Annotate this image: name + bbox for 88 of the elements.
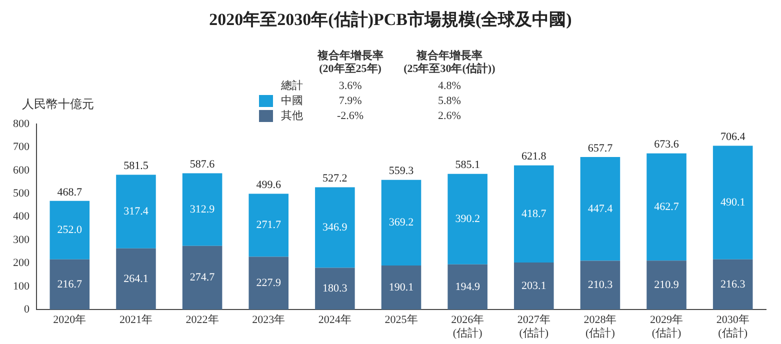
data-label: 180.3 [322, 282, 348, 295]
bar [514, 165, 554, 262]
x-tick-label: 2021年 [119, 314, 152, 326]
text: 總計 [280, 79, 304, 94]
y-axis-title: 人民幣十億元 [22, 96, 94, 113]
data-label: 264.1 [124, 272, 148, 285]
x-tick-label: 2030年 (估計) [716, 314, 750, 340]
y-tick-label: 300 [13, 234, 30, 246]
legend-label: 其他 [280, 109, 304, 124]
text: 複合年增長率 (25年至30年(估計)) [402, 50, 496, 77]
legend-label: 中國 [280, 94, 304, 109]
text: 2.6% [436, 109, 462, 124]
bar [182, 173, 222, 246]
bar [248, 194, 289, 257]
y-tick-label: 700 [13, 141, 30, 154]
chart-title: 2020年至2030年(估計)PCB市場規模(全球及中國) [208, 9, 573, 31]
x-tick-label: 2027年 (估計) [517, 314, 550, 340]
total-label: 706.4 [720, 131, 746, 144]
bar [381, 265, 422, 310]
data-label: 190.1 [388, 281, 414, 294]
data-label: 210.3 [588, 279, 614, 292]
x-tick-label: 2029年 (估計) [650, 314, 684, 340]
data-label: 346.9 [322, 221, 348, 234]
data-label: 490.1 [720, 196, 746, 208]
bar [116, 248, 156, 310]
data-label: 312.9 [190, 203, 216, 216]
bar [315, 187, 355, 268]
y-tick-label: 0 [24, 303, 30, 316]
x-tick-label: 2026年 (估計) [451, 314, 484, 340]
data-label: 317.4 [124, 205, 149, 218]
bar [646, 260, 686, 310]
bar [448, 174, 488, 264]
total-label: 468.7 [57, 186, 83, 198]
text: 4.8% [436, 79, 462, 94]
data-label: 418.7 [522, 208, 547, 220]
data-label: 227.9 [256, 277, 282, 290]
bar [580, 260, 620, 310]
bar [712, 259, 753, 310]
y-tick-label: 200 [13, 257, 30, 270]
bar [182, 246, 222, 310]
data-label: 271.7 [256, 219, 282, 232]
text: 3.6% [338, 79, 363, 94]
x-tick-label: 2028年 (估計) [584, 314, 617, 340]
total-label: 559.3 [388, 165, 414, 178]
bar [248, 256, 289, 310]
total-label: 587.6 [190, 158, 216, 171]
bar [50, 259, 90, 310]
data-label: 216.3 [720, 278, 746, 290]
data-label: 252.0 [57, 224, 83, 236]
data-label: 447.4 [588, 202, 614, 215]
total-label: 621.8 [522, 150, 547, 163]
bar [646, 153, 686, 261]
bar [580, 157, 620, 261]
bar [448, 264, 488, 310]
y-tick-label: 800 [13, 118, 30, 130]
data-label: 194.9 [455, 280, 480, 293]
total-label: 527.2 [322, 172, 348, 185]
x-tick-label: 2023年 [252, 314, 286, 326]
y-tick-label: 400 [13, 210, 30, 223]
data-label: 274.7 [190, 272, 216, 284]
text: 5.8% [436, 94, 462, 109]
total-label: 657.7 [588, 142, 614, 154]
text: 複合年增長率 (20年至25年) [316, 50, 384, 77]
data-label: 462.7 [654, 200, 680, 213]
data-label: 216.7 [57, 278, 83, 290]
bar [712, 146, 753, 260]
total-label: 673.6 [654, 138, 680, 151]
y-tick-label: 100 [13, 280, 30, 292]
y-tick-label: 500 [13, 187, 30, 200]
bar [381, 180, 422, 266]
bar [50, 200, 90, 260]
x-tick-label: 2022年 [186, 314, 219, 326]
bar [514, 262, 554, 310]
text: 7.9% [338, 94, 363, 109]
x-tick-label: 2025年 [384, 314, 418, 326]
bar [116, 174, 156, 248]
total-label: 499.6 [256, 179, 282, 192]
data-label: 210.9 [654, 279, 680, 292]
text: -2.6% [336, 109, 365, 124]
bar [315, 268, 355, 310]
y-tick-label: 600 [13, 164, 30, 176]
total-label: 581.5 [124, 160, 149, 172]
x-tick-label: 2024年 [318, 314, 352, 326]
data-label: 203.1 [522, 280, 546, 292]
data-label: 369.2 [388, 216, 414, 229]
total-label: 585.1 [455, 159, 480, 172]
x-tick-label: 2020年 [53, 314, 86, 326]
data-label: 390.2 [455, 213, 480, 226]
